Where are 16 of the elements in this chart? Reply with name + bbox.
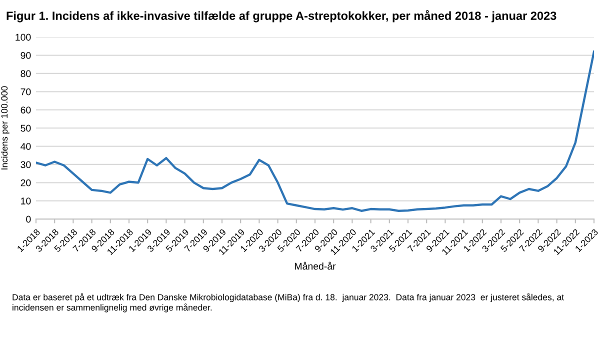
chart-title: Figur 1. Incidens af ikke-invasive tilfælde af gruppe A-streptokokker, per måned 2018 - januar 2023 <box>6 10 556 22</box>
y-tick-label: 10 <box>21 198 31 204</box>
y-tick-label: 90 <box>20 52 31 59</box>
y-axis-title: Incidens per 100.000 <box>0 86 10 170</box>
y-tick-label: 0 <box>26 216 31 223</box>
text: Data er baseret på et udtræk fra Den Danske Mikrobiologidatabase (MiBa) fra d. 18. januar 2023. Data fra januar 2023 er justeret således, at incidensen er sammenlignelig med øvrige måneder. <box>12 293 564 312</box>
y-tick-label: 40 <box>20 142 31 150</box>
line-series <box>36 50 594 212</box>
y-tick-label: 20 <box>20 179 31 186</box>
y-tick-label: 60 <box>20 106 31 114</box>
y-tick-label: 80 <box>20 70 31 78</box>
y-tick-label: 100 <box>16 34 31 41</box>
y-tick-label: 70 <box>20 88 31 96</box>
y-tick-label: 30 <box>20 161 31 168</box>
x-axis-title: Måned-år <box>294 262 336 270</box>
y-tick-label: 50 <box>20 124 31 132</box>
